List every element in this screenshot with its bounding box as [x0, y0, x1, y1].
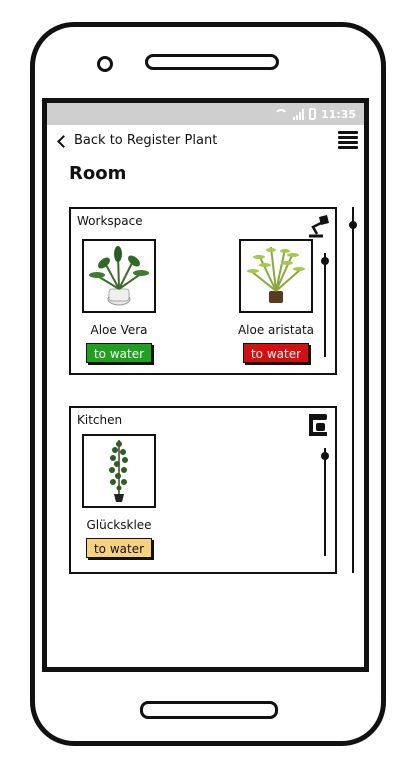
back-link[interactable]: Back to Register Plant [55, 133, 217, 148]
desk-lamp-icon [309, 215, 329, 238]
slider-knob[interactable] [321, 257, 329, 265]
room-label: Workspace [77, 214, 143, 228]
slider-knob[interactable] [321, 452, 329, 460]
plant-name: Aloe aristata [237, 323, 315, 337]
room-slider[interactable] [321, 253, 329, 357]
room-card-workspace[interactable]: Workspace Aloe Vera to water [69, 207, 337, 375]
wifi-icon [273, 109, 288, 119]
scrollbar-knob[interactable] [349, 221, 357, 229]
battery-icon [308, 108, 316, 120]
back-link-label: Back to Register Plant [74, 133, 218, 148]
room-slider[interactable] [321, 448, 329, 556]
chevron-left-icon [57, 134, 70, 148]
room-label: Kitchen [77, 413, 123, 427]
camera-icon [97, 56, 113, 72]
room-card-kitchen[interactable]: Kitchen Glücksklee [69, 406, 337, 574]
speaker-grille [145, 54, 279, 70]
home-button[interactable] [140, 701, 278, 719]
plant-photo [82, 239, 156, 313]
status-time: 11:35 [320, 107, 356, 121]
water-button[interactable]: to water [86, 343, 152, 363]
status-bar: 11:35 [47, 103, 364, 125]
plant-name: Glücksklee [86, 518, 152, 532]
plant-card[interactable]: Glücksklee to water [80, 434, 158, 558]
plant-photo [239, 239, 313, 313]
plant-name: Aloe Vera [90, 323, 148, 337]
plant-card[interactable]: Aloe aristata to water [237, 239, 315, 363]
page-scrollbar[interactable] [349, 207, 357, 573]
water-button[interactable]: to water [86, 538, 152, 558]
signal-icon [292, 108, 304, 120]
water-button[interactable]: to water [243, 343, 309, 363]
hamburger-menu-icon[interactable] [338, 131, 358, 149]
plant-card[interactable]: Aloe Vera to water [80, 239, 158, 363]
coffee-machine-icon [309, 414, 327, 436]
phone-screen: 11:35 Back to Register Plant Room Worksp… [42, 98, 369, 672]
page-title: Room [69, 163, 127, 184]
plant-photo [82, 434, 156, 508]
